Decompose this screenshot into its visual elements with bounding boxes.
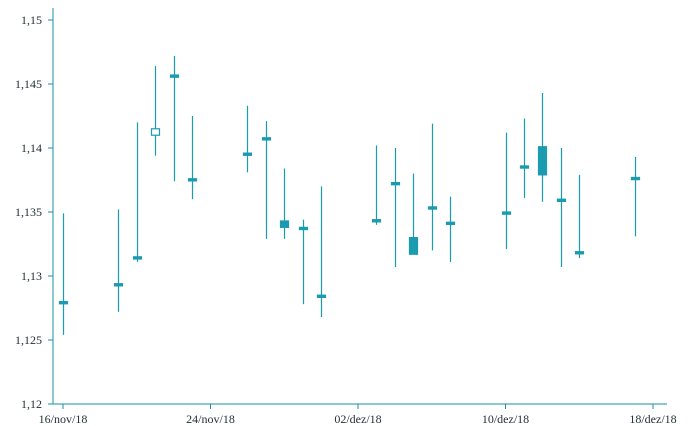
candle-body <box>242 152 253 156</box>
x-tick-label: 18/dez/18 <box>629 412 676 426</box>
candle <box>501 132 512 250</box>
candle-body-rising <box>150 128 161 136</box>
x-tick-label: 02/dez/18 <box>334 412 381 426</box>
y-tick-group: 1,12 1,125 1,13 1,135 1,14 1,145 1,15 <box>15 13 53 411</box>
y-tick-label: 1,125 <box>15 333 42 347</box>
candle-body <box>298 226 309 231</box>
candle <box>261 121 272 239</box>
candle <box>408 173 419 255</box>
candle-body <box>279 220 290 228</box>
candle-body <box>169 74 180 78</box>
y-tick-label: 1,14 <box>21 141 42 155</box>
x-tick-label: 16/nov/18 <box>39 412 88 426</box>
candle-body <box>58 301 69 305</box>
candle <box>150 66 161 156</box>
candle-body <box>574 251 585 255</box>
candle-body <box>408 237 419 255</box>
candle-body <box>519 165 530 169</box>
candle <box>298 219 309 305</box>
candle-body <box>316 294 327 299</box>
candle <box>187 116 198 200</box>
candle <box>113 209 124 312</box>
candle <box>427 123 438 251</box>
x-tick-label: 10/dez/18 <box>482 412 529 426</box>
candle-body <box>630 176 641 181</box>
x-tick-label: 24/nov/18 <box>186 412 235 426</box>
candle <box>316 186 327 317</box>
x-tick-group: 16/nov/18 24/nov/18 02/dez/18 10/dez/18 18/d… <box>39 404 677 426</box>
candle-body <box>113 283 124 287</box>
candle-body <box>537 146 548 176</box>
candle <box>537 92 548 202</box>
candle <box>169 55 180 182</box>
candle-body <box>261 137 272 141</box>
candle <box>445 196 456 262</box>
candle-group <box>58 55 641 335</box>
y-tick-label: 1,12 <box>21 397 42 411</box>
y-tick-label: 1,15 <box>21 13 42 27</box>
candle <box>390 148 401 268</box>
candle <box>574 174 585 259</box>
candle-body <box>187 178 198 182</box>
candle-body <box>427 206 438 210</box>
candle <box>132 122 143 262</box>
candle <box>371 145 382 225</box>
candle-body <box>132 256 143 260</box>
candle-body <box>445 221 456 226</box>
candle-body <box>556 198 567 202</box>
candle-body <box>390 181 401 186</box>
candle <box>242 105 253 173</box>
candle <box>519 118 530 198</box>
y-tick-label: 1,145 <box>15 77 42 91</box>
candle <box>58 213 69 335</box>
candle-body <box>371 219 382 223</box>
y-tick-label: 1,135 <box>15 205 42 219</box>
candle-body <box>501 211 512 215</box>
candle <box>279 168 290 239</box>
candle <box>556 148 567 268</box>
candle <box>630 156 641 237</box>
y-tick-label: 1,13 <box>21 269 42 283</box>
